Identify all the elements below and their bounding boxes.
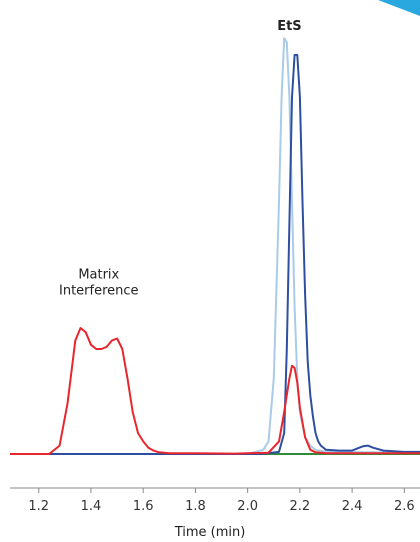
annotation-0: EtS — [277, 19, 301, 34]
corner-accent — [378, 0, 420, 16]
series-layer — [10, 37, 420, 455]
x-tick-label: 1.2 — [28, 499, 49, 514]
series-line-1 — [10, 37, 420, 455]
annotation-1: Matrix Interference — [59, 267, 139, 298]
x-tick-label: 1.8 — [185, 499, 206, 514]
x-tick-label: 1.6 — [133, 499, 154, 514]
x-tick-label: 1.4 — [81, 499, 102, 514]
ticks-layer: 1.2 1.4 1.6 1.8 2.0 2.2 2.4 2.6 — [28, 488, 415, 514]
x-axis-title: Time (min) — [174, 525, 246, 540]
x-tick-label: 2.0 — [237, 499, 258, 514]
x-tick-label: 2.2 — [290, 499, 311, 514]
series-line-2 — [10, 54, 420, 455]
series-line-0 — [10, 327, 420, 455]
x-tick-label: 2.4 — [342, 499, 363, 514]
x-tick-label: 2.6 — [394, 499, 415, 514]
annotation-layer: EtS Matrix Interference — [59, 19, 302, 299]
